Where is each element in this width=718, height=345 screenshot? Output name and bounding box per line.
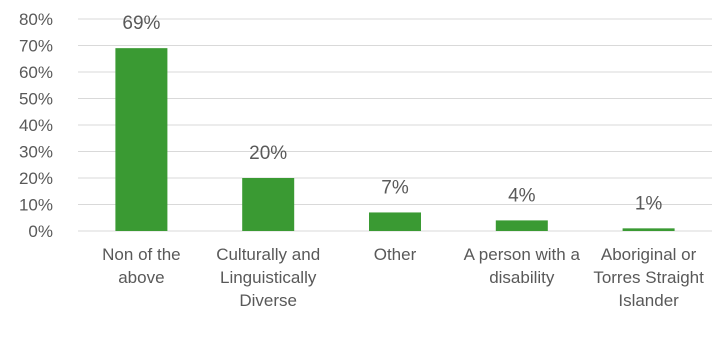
x-category-label: Other (373, 245, 417, 264)
x-category-label: Non of the above (102, 245, 181, 287)
x-category-label: A person with a disability (463, 245, 580, 287)
y-tick-label: 80% (19, 10, 53, 29)
data-labels: 69% 20% 7% 4% 1% (122, 13, 662, 214)
y-tick-label: 60% (19, 63, 53, 82)
y-axis-ticks: 0% 10% 20% 30% 40% 50% 60% 70% 80% (19, 10, 53, 241)
y-tick-label: 40% (19, 116, 53, 135)
x-category-label: Culturally and Linguistically Diverse (216, 245, 321, 310)
bar (495, 220, 548, 231)
bar (369, 212, 421, 231)
x-category-label: Aboriginal or Torres Straight Islander (593, 245, 704, 310)
y-tick-label: 20% (19, 169, 53, 188)
bar-value-label: 4% (508, 185, 536, 206)
bar (242, 178, 295, 231)
y-tick-label: 10% (19, 196, 53, 215)
y-tick-label: 70% (19, 37, 53, 56)
bar (115, 48, 168, 232)
bar (622, 228, 675, 231)
bar-value-label: 7% (381, 177, 409, 198)
y-tick-label: 50% (19, 90, 53, 109)
bar-value-label: 69% (122, 13, 160, 34)
gridlines (78, 18, 712, 232)
y-tick-label: 0% (28, 222, 53, 241)
bar-value-label: 1% (635, 193, 663, 214)
y-tick-label: 30% (19, 143, 53, 162)
bar-value-label: 20% (249, 143, 287, 164)
bars (115, 48, 675, 232)
